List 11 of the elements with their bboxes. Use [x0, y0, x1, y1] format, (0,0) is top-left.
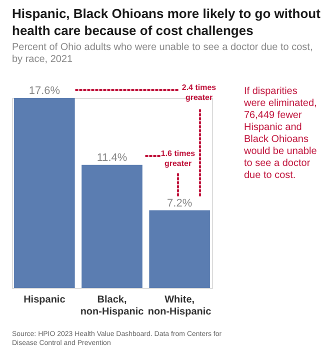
chart-subtitle: Percent of Ohio adults who were unable to see a doctor due to cost, by race, 2021 [12, 42, 313, 65]
text: If disparities were eliminated, 76,449 fewer Hispanic and Black Ohioans would be unable to see a doctor due to cost. [243, 86, 318, 181]
data-label: 7.2% [167, 197, 192, 210]
x-tick-label: Black, non-Hispanic [80, 294, 144, 318]
annotation: 2.4 times greater [182, 83, 217, 102]
x-tick-label: Hispanic [24, 294, 66, 306]
data-label: 11.4% [96, 152, 128, 164]
chart-title: Hispanic, Black Ohioans more likely to go without health care because of cost challenges [12, 6, 322, 38]
x-tick-label: White, non-Hispanic [148, 294, 212, 318]
data-label: 17.6% [28, 85, 60, 97]
annotation: 1.6 times greater [160, 149, 196, 168]
